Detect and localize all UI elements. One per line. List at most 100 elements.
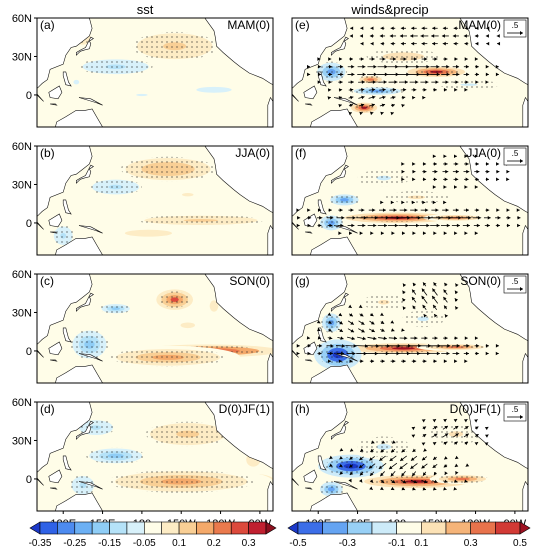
wind-arrowhead — [446, 351, 450, 356]
wind-arrowhead — [465, 433, 469, 437]
wind-arrowhead — [455, 283, 459, 288]
reference-vector-label: .5 — [512, 405, 519, 414]
panel-label: (b) — [40, 146, 55, 160]
wind-arrowhead — [464, 88, 468, 92]
wind-arrowhead — [446, 223, 450, 228]
wind-arrowhead — [341, 216, 345, 220]
wind-arrowhead — [412, 472, 416, 477]
colorbar-swatch — [178, 521, 197, 535]
wind-arrowhead — [402, 306, 407, 310]
wind-arrowhead — [433, 433, 438, 437]
wind-arrowhead — [391, 231, 395, 235]
wind-arrowhead — [441, 34, 445, 38]
wind-arrowhead — [485, 72, 489, 77]
wind-arrowhead — [456, 64, 460, 69]
wind-arrowhead — [484, 442, 489, 446]
wind-arrowhead — [466, 169, 470, 174]
wind-arrowhead — [454, 479, 458, 483]
wind-arrowhead — [406, 72, 410, 77]
panel-season: JJA(0) — [235, 146, 270, 160]
wind-arrowhead — [317, 64, 321, 69]
wind-arrowhead — [359, 231, 363, 235]
wind-arrowhead — [455, 433, 459, 437]
wind-arrowhead — [360, 41, 364, 46]
wind-arrowhead — [422, 231, 426, 235]
wind-arrowhead — [328, 80, 332, 84]
wind-arrowhead — [402, 290, 406, 295]
wind-arrowhead — [442, 26, 446, 31]
wind-arrowhead — [382, 57, 386, 61]
wind-arrowhead — [351, 336, 355, 341]
wind-arrowhead — [380, 111, 384, 116]
wind-arrowhead — [410, 34, 414, 38]
wind-arrowhead — [458, 216, 462, 220]
coastlines — [37, 402, 273, 511]
significance-stipple — [86, 447, 146, 465]
wind-arrowhead — [327, 312, 331, 316]
wind-arrowhead — [319, 343, 323, 348]
wind-arrowhead — [443, 185, 447, 189]
wind-arrowhead — [350, 208, 354, 212]
wind-arrowhead — [350, 26, 354, 31]
wind-arrowhead — [401, 103, 405, 108]
wind-arrowhead — [465, 177, 469, 182]
wind-arrowhead — [464, 57, 468, 61]
wind-arrowhead — [442, 41, 446, 46]
significance-stipple — [351, 86, 404, 96]
wind-arrowhead — [384, 64, 388, 69]
wind-arrowhead — [401, 448, 406, 453]
wind-arrowhead — [416, 72, 420, 77]
colorbar-swatch — [57, 521, 76, 535]
wind-arrowhead — [383, 336, 387, 341]
panel-season: SON(0) — [229, 274, 270, 288]
coastline — [317, 455, 327, 471]
wind-arrowhead — [389, 457, 394, 461]
coastline — [55, 364, 103, 383]
wind-arrowhead — [506, 177, 510, 182]
wind-arrowhead — [464, 426, 469, 430]
wind-arrowhead — [391, 328, 395, 332]
panel-season: JJA(0) — [466, 146, 501, 160]
wind-arrowhead — [411, 200, 415, 205]
wind-arrowhead — [443, 464, 448, 468]
wind-arrowhead — [338, 312, 342, 317]
wind-arrowhead — [412, 305, 416, 310]
panel-a: (a) MAM(0) 60N 30N 0 — [12, 13, 274, 128]
wind-arrowhead — [380, 26, 384, 31]
significance-stipple — [89, 178, 142, 196]
wind-arrowhead — [432, 464, 437, 468]
wind-arrowhead — [433, 231, 437, 235]
wind-arrowhead — [486, 208, 490, 212]
wind-arrowhead — [402, 359, 406, 363]
wind-arrowhead — [487, 216, 491, 220]
wind-vectors — [296, 154, 521, 235]
wind-arrowhead — [436, 223, 440, 228]
wind-arrowhead — [496, 177, 500, 182]
coastline — [204, 274, 273, 342]
colorbar-tick-label: -0.5 — [289, 538, 307, 549]
panel-frame — [36, 401, 274, 512]
wind-arrowhead — [351, 223, 355, 228]
wind-arrowhead — [296, 351, 300, 356]
colorbar-swatch — [161, 521, 180, 535]
coastline — [78, 481, 103, 490]
wind-arrowhead — [369, 457, 373, 461]
wind-arrowhead — [517, 223, 521, 228]
wind-arrowhead — [379, 457, 383, 461]
wind-arrowhead — [485, 34, 489, 38]
wind-arrowhead — [358, 479, 363, 483]
wind-arrowhead — [410, 457, 415, 461]
reference-vector-label: .5 — [512, 149, 519, 158]
wind-arrowhead — [373, 64, 377, 69]
anomaly-contour — [73, 79, 80, 85]
anomaly-contour — [180, 322, 195, 329]
wind-arrowhead — [404, 336, 408, 340]
panel-frame — [291, 401, 529, 512]
wind-arrowhead — [411, 426, 415, 431]
wind-arrowhead — [443, 487, 447, 491]
wind-arrowhead — [432, 442, 437, 446]
wind-arrowhead — [359, 34, 363, 38]
significance-stipple — [52, 225, 74, 247]
wind-arrowhead — [338, 103, 342, 108]
wind-arrowhead — [475, 351, 479, 356]
